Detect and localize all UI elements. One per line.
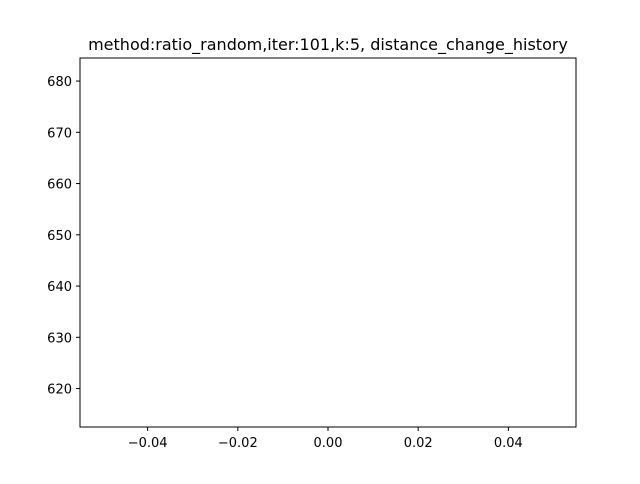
x-tick-label: 0.04 xyxy=(494,436,523,451)
x-tick-label: 0.00 xyxy=(314,436,343,451)
y-tick-label: 630 xyxy=(47,331,72,346)
x-tick-label: −0.04 xyxy=(128,436,168,451)
x-axis-ticks: −0.04 −0.02 0.00 0.02 0.04 xyxy=(128,427,523,451)
y-tick-label: 680 xyxy=(47,75,72,90)
chart-title: method:ratio_random,iter:101,k:5, distan… xyxy=(88,35,568,55)
y-tick-label: 670 xyxy=(47,126,72,141)
x-tick-label: 0.02 xyxy=(404,436,433,451)
y-tick-label: 650 xyxy=(47,229,72,244)
y-axis-ticks: 620 630 640 650 660 670 680 xyxy=(47,75,80,398)
plot-area-frame xyxy=(79,57,577,428)
y-tick-label: 660 xyxy=(47,178,72,193)
y-tick-label: 640 xyxy=(47,280,72,295)
x-tick-label: −0.02 xyxy=(218,436,258,451)
y-tick-label: 620 xyxy=(47,383,72,398)
